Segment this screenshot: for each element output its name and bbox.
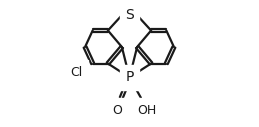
Text: S: S	[125, 8, 134, 22]
Text: OH: OH	[138, 104, 157, 117]
Text: O: O	[112, 104, 122, 117]
Text: Cl: Cl	[71, 66, 83, 79]
Text: P: P	[125, 70, 134, 84]
